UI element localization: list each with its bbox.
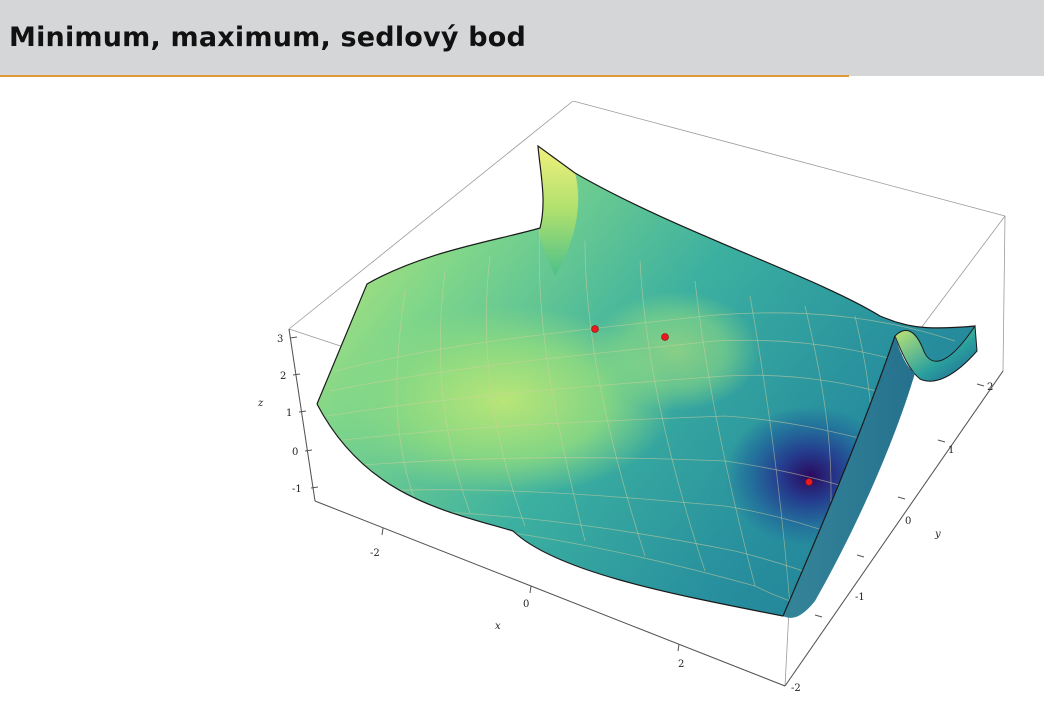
y-tick-2: 2: [987, 382, 993, 393]
surface-plot-svg: 3 2 1 0 -1 z -2 0 2 x: [257, 101, 1006, 693]
header-accent-line: [0, 75, 849, 77]
critical-point-saddle: [591, 325, 599, 333]
y-tick-neg2: -2: [791, 683, 801, 693]
critical-point-maximum: [661, 333, 669, 341]
critical-points: [591, 325, 813, 486]
surface-plot-3d: 3 2 1 0 -1 z -2 0 2 x: [255, 101, 1007, 693]
x-tick-neg2: -2: [370, 548, 380, 559]
y-axis: 2 1 0 -1 -2 y: [784, 370, 1004, 693]
slide-title: Minimum, maximum, sedlový bod: [9, 22, 527, 53]
z-tick-neg1: -1: [292, 484, 302, 495]
z-tick-2: 2: [280, 371, 286, 382]
z-axis: 3 2 1 0 -1 z: [257, 328, 319, 502]
y-tick-0: 0: [905, 516, 911, 527]
x-tick-2: 2: [678, 659, 684, 670]
x-axis: -2 0 2 x: [314, 500, 786, 687]
z-tick-1: 1: [286, 408, 292, 419]
z-axis-label: z: [257, 398, 264, 409]
x-axis-label: x: [495, 621, 501, 632]
y-tick-1: 1: [948, 445, 954, 456]
z-tick-3: 3: [277, 334, 283, 345]
y-tick-neg1: -1: [855, 592, 865, 603]
critical-point-minimum: [805, 478, 813, 486]
z-tick-0: 0: [292, 447, 298, 458]
x-tick-0: 0: [523, 599, 529, 610]
function-surface: [316, 144, 978, 618]
slide-header: Minimum, maximum, sedlový bod: [0, 0, 1044, 76]
y-axis-label: y: [934, 529, 941, 540]
